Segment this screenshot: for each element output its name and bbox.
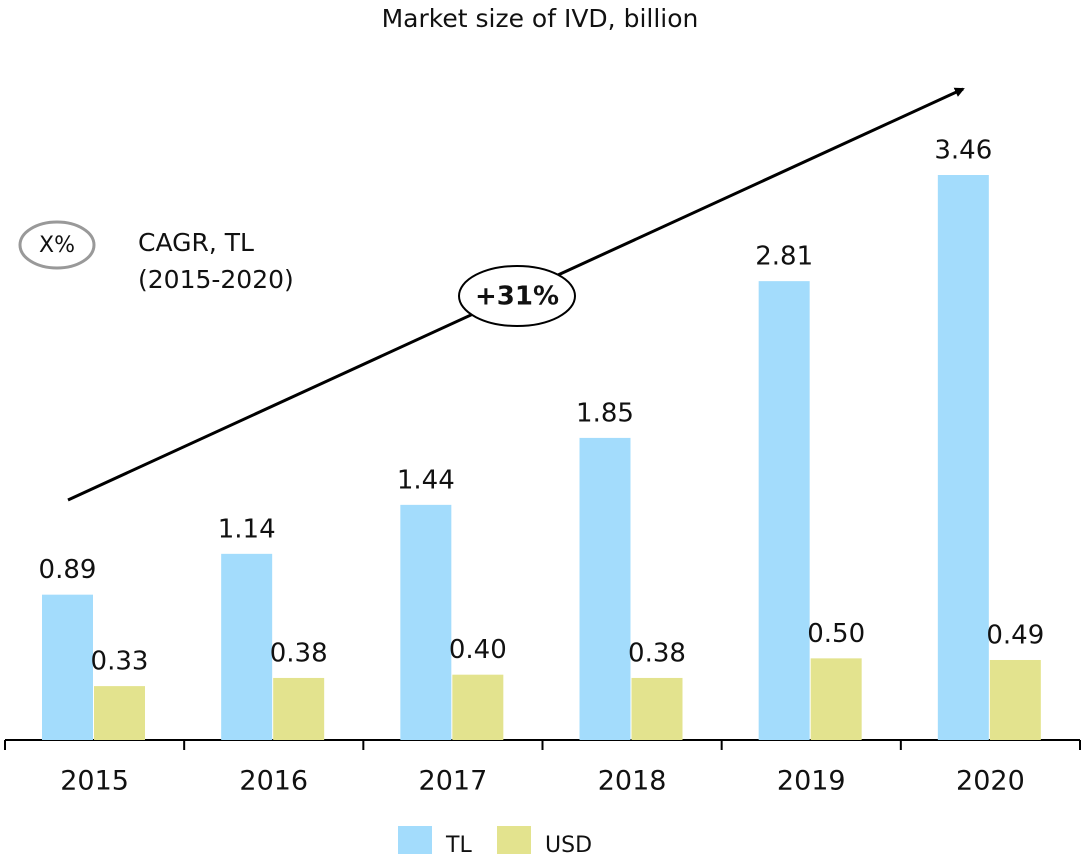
bar [273, 677, 325, 740]
bar [758, 281, 810, 740]
bar [42, 594, 93, 740]
value-label: 0.33 [91, 647, 149, 677]
bar [94, 686, 145, 740]
value-label: 0.50 [807, 619, 865, 649]
value-label: 3.46 [934, 136, 992, 166]
cagr-symbol [18, 220, 96, 270]
legend-label: USD [545, 833, 592, 858]
value-label: 0.49 [986, 620, 1044, 650]
cagr-text: CAGR, TL [138, 228, 254, 257]
chart-title: Market size of IVD, billion [382, 4, 699, 33]
value-label: 1.44 [397, 465, 455, 495]
bar [400, 504, 452, 740]
x-tick-label: 2020 [956, 766, 1025, 797]
x-tick-label: 2019 [777, 766, 846, 797]
value-label: 0.38 [628, 638, 686, 668]
value-label: 0.38 [270, 638, 328, 668]
x-tick-label: 2015 [60, 766, 129, 797]
bar [989, 659, 1041, 740]
value-label: 1.14 [218, 514, 276, 544]
bar [937, 175, 989, 740]
bar [452, 674, 504, 740]
bar [810, 658, 862, 740]
legend-label: TL [445, 833, 472, 858]
x-tick-label: 2017 [419, 766, 488, 797]
value-label: 2.81 [755, 242, 813, 272]
value-label: 0.89 [39, 555, 97, 585]
bar [631, 677, 683, 740]
legend-swatch [398, 826, 432, 854]
cagr-symbol-text: X% [39, 233, 75, 258]
growth-label: +31% [475, 282, 559, 312]
x-tick-label: 2016 [239, 766, 308, 797]
growth-bubble [458, 265, 576, 327]
value-label: 0.40 [449, 635, 507, 665]
cagr-period: (2015-2020) [138, 265, 294, 294]
bar [579, 437, 631, 740]
x-tick-label: 2018 [598, 766, 667, 797]
bar [221, 553, 273, 740]
value-label: 1.85 [576, 398, 634, 428]
legend-swatch [497, 826, 531, 854]
